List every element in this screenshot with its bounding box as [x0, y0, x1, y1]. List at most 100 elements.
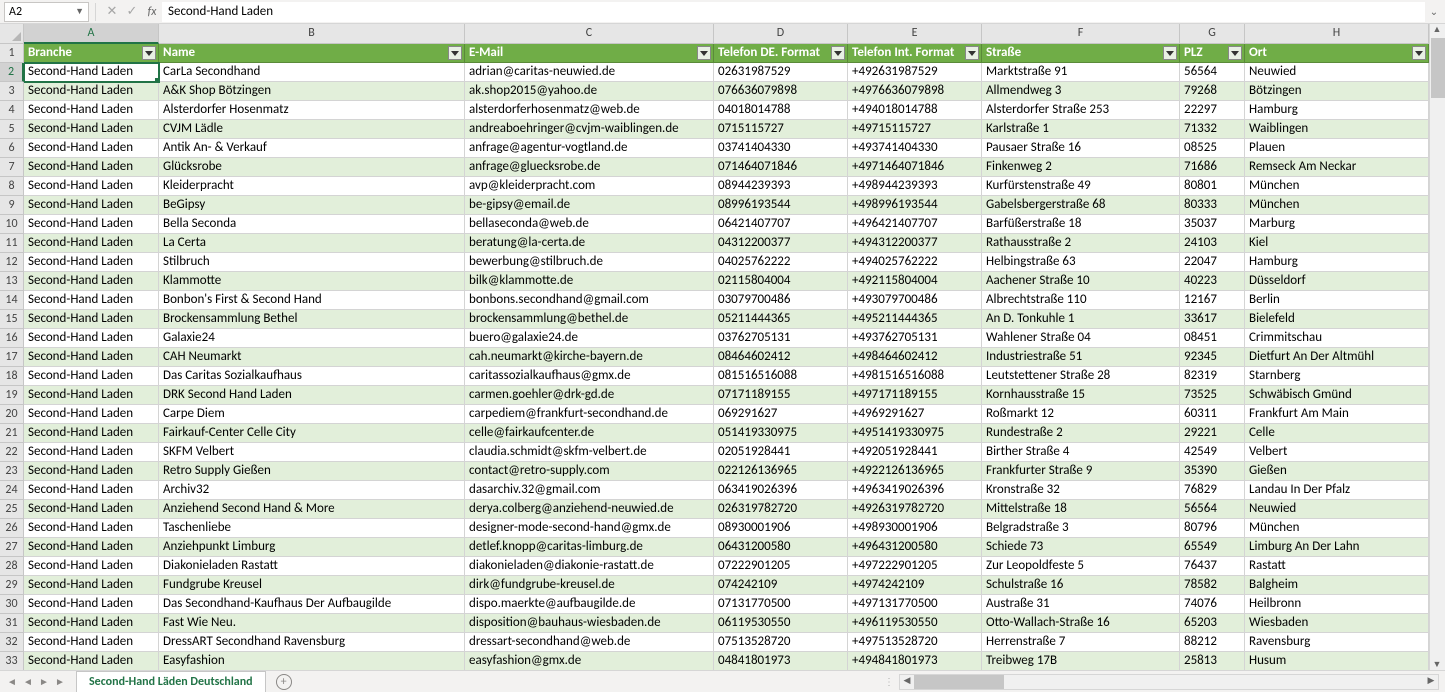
cell[interactable]: Neuwied	[1245, 63, 1429, 82]
formula-confirm-icon[interactable]: ✓	[122, 4, 142, 19]
cell[interactable]: Rastatt	[1245, 557, 1429, 576]
header-cell[interactable]: Straße	[982, 44, 1180, 63]
cell[interactable]: Fundgrube Kreusel	[159, 576, 465, 595]
cell[interactable]: 04312200377	[714, 234, 848, 253]
cell[interactable]: 06431200580	[714, 538, 848, 557]
cell[interactable]: Second-Hand Laden	[24, 443, 159, 462]
cell[interactable]: 88212	[1180, 633, 1245, 652]
name-box[interactable]: A2 ▼	[4, 2, 89, 22]
filter-button[interactable]	[448, 46, 462, 60]
cell[interactable]: 071464071846	[714, 158, 848, 177]
cell[interactable]: +495211444365	[848, 310, 982, 329]
cell[interactable]: Second-Hand Laden	[24, 120, 159, 139]
row-header-31[interactable]: 31	[0, 614, 24, 633]
row-header-16[interactable]: 16	[0, 329, 24, 348]
cell[interactable]: +492115804004	[848, 272, 982, 291]
cell[interactable]: DressART Secondhand Ravensburg	[159, 633, 465, 652]
cell[interactable]: Carpe Diem	[159, 405, 465, 424]
cell[interactable]: Bielefeld	[1245, 310, 1429, 329]
header-cell[interactable]: PLZ	[1180, 44, 1245, 63]
cell[interactable]: DRK Second Hand Laden	[159, 386, 465, 405]
cell[interactable]: +498944239393	[848, 177, 982, 196]
cell[interactable]: Easyfashion	[159, 652, 465, 670]
cell[interactable]: Albrechtstraße 110	[982, 291, 1180, 310]
row-header-7[interactable]: 7	[0, 158, 24, 177]
cell[interactable]: +496119530550	[848, 614, 982, 633]
cell[interactable]: Second-Hand Laden	[24, 158, 159, 177]
cell[interactable]: 04841801973	[714, 652, 848, 670]
cell[interactable]: 71686	[1180, 158, 1245, 177]
cell[interactable]: 07171189155	[714, 386, 848, 405]
cell[interactable]: An D. Tonkuhle 1	[982, 310, 1180, 329]
row-header-27[interactable]: 27	[0, 538, 24, 557]
cell[interactable]: Heilbronn	[1245, 595, 1429, 614]
cell[interactable]: 051419330975	[714, 424, 848, 443]
row-header-20[interactable]: 20	[0, 405, 24, 424]
cell[interactable]: 04025762222	[714, 253, 848, 272]
tab-first-icon[interactable]: ◄	[5, 675, 19, 688]
cell[interactable]: Second-Hand Laden	[24, 234, 159, 253]
row-header-15[interactable]: 15	[0, 310, 24, 329]
cell[interactable]: Second-Hand Laden	[24, 139, 159, 158]
cell[interactable]: 25813	[1180, 652, 1245, 670]
cell[interactable]: Waiblingen	[1245, 120, 1429, 139]
scroll-up-icon[interactable]: ▲	[1430, 24, 1444, 35]
cell[interactable]: +4951419330975	[848, 424, 982, 443]
cell[interactable]: +496431200580	[848, 538, 982, 557]
cell[interactable]: 07222901205	[714, 557, 848, 576]
formula-cancel-icon[interactable]: ✕	[102, 4, 122, 19]
cell[interactable]: 02051928441	[714, 443, 848, 462]
cell[interactable]: 05211444365	[714, 310, 848, 329]
cell[interactable]: 56564	[1180, 63, 1245, 82]
cell[interactable]: Kurfürstenstraße 49	[982, 177, 1180, 196]
cell[interactable]: dispo.maerkte@aufbaugilde.de	[465, 595, 714, 614]
row-header-6[interactable]: 6	[0, 139, 24, 158]
filter-button[interactable]	[965, 46, 979, 60]
filter-button[interactable]	[142, 46, 156, 60]
cell[interactable]: Industriestraße 51	[982, 348, 1180, 367]
cell[interactable]: +4922126136965	[848, 462, 982, 481]
cell[interactable]: 063419026396	[714, 481, 848, 500]
cell[interactable]: Second-Hand Laden	[24, 253, 159, 272]
cell[interactable]: be-gipsy@email.de	[465, 196, 714, 215]
cell[interactable]: Diakonieladen Rastatt	[159, 557, 465, 576]
cell[interactable]: +4981516516088	[848, 367, 982, 386]
cell[interactable]: 074242109	[714, 576, 848, 595]
cell[interactable]: +498464602412	[848, 348, 982, 367]
cell[interactable]: 08996193544	[714, 196, 848, 215]
cell[interactable]: Helbingstraße 63	[982, 253, 1180, 272]
cell[interactable]: Second-Hand Laden	[24, 614, 159, 633]
select-all-corner[interactable]	[0, 24, 24, 44]
cell[interactable]: Second-Hand Laden	[24, 367, 159, 386]
cell[interactable]: +492051928441	[848, 443, 982, 462]
cell[interactable]: +496341902639​6	[848, 481, 982, 500]
sheet-tab-active[interactable]: Second-Hand Läden Deutschland	[76, 671, 266, 692]
cell[interactable]: +4976636079898	[848, 82, 982, 101]
row-header-13[interactable]: 13	[0, 272, 24, 291]
cell[interactable]: 29221	[1180, 424, 1245, 443]
cell[interactable]: Roßmarkt 12	[982, 405, 1180, 424]
cell[interactable]: 24103	[1180, 234, 1245, 253]
cell[interactable]: 76437	[1180, 557, 1245, 576]
cell[interactable]: Second-Hand Laden	[24, 272, 159, 291]
cell[interactable]: +4926319782720	[848, 500, 982, 519]
cell[interactable]: 08464602412	[714, 348, 848, 367]
cell[interactable]: bewerbung@stilbruch.de	[465, 253, 714, 272]
row-header-3[interactable]: 3	[0, 82, 24, 101]
cell[interactable]: Second-Hand Laden	[24, 196, 159, 215]
column-header-E[interactable]: E	[848, 24, 982, 44]
cell[interactable]: Husum	[1245, 652, 1429, 670]
cell[interactable]: Second-Hand Laden	[24, 633, 159, 652]
row-header-1[interactable]: 1	[0, 44, 24, 63]
cell[interactable]: 74076	[1180, 595, 1245, 614]
row-header-19[interactable]: 19	[0, 386, 24, 405]
cell[interactable]: Second-Hand Laden	[24, 595, 159, 614]
cell[interactable]: Starnberg	[1245, 367, 1429, 386]
cell[interactable]: Balgheim	[1245, 576, 1429, 595]
cell[interactable]: 06421407707	[714, 215, 848, 234]
cell[interactable]: adrian@caritas-neuwied.de	[465, 63, 714, 82]
cell[interactable]: A&K Shop Bötzingen	[159, 82, 465, 101]
tab-next-icon[interactable]: ►	[37, 675, 51, 688]
cell[interactable]: CarLa Secondhand	[159, 63, 465, 82]
tab-prev-icon[interactable]: ◄	[21, 675, 35, 688]
